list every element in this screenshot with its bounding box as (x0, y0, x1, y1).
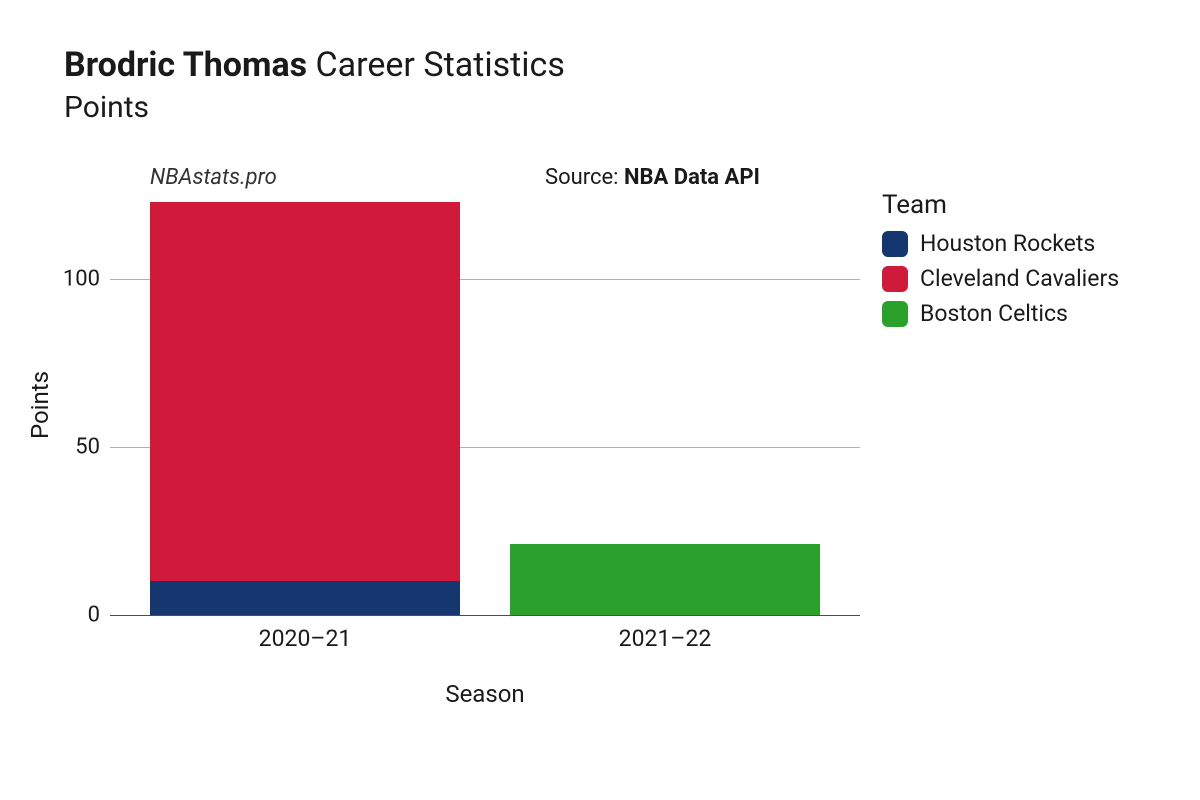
x-axis-title: Season (445, 680, 524, 708)
player-name: Brodric Thomas (64, 45, 307, 85)
bar-segment (510, 544, 820, 615)
y-tick-label: 0 (50, 603, 100, 628)
legend-swatch (882, 231, 908, 257)
baseline (110, 615, 860, 616)
legend-item: Houston Rockets (882, 230, 1119, 257)
source-prefix: Source: (545, 165, 624, 190)
plot-area: Points Season 0501002020–212021–22 (110, 195, 860, 615)
x-tick-label: 2020–21 (259, 625, 352, 652)
bar-segment (150, 581, 460, 615)
bar-segment (150, 202, 460, 582)
legend: Team Houston Rockets Cleveland Cavaliers B… (882, 190, 1119, 335)
legend-label: Boston Celtics (920, 300, 1068, 327)
y-axis-title: Points (26, 371, 54, 439)
title-line-1: Brodric Thomas Career Statistics (64, 44, 565, 87)
source-text: Source: NBA Data API (545, 165, 760, 190)
x-tick-label: 2021–22 (619, 625, 712, 652)
y-tick-label: 100 (50, 267, 100, 292)
title-suffix: Career Statistics (316, 45, 565, 85)
legend-label: Houston Rockets (920, 230, 1095, 257)
legend-item: Boston Celtics (882, 300, 1119, 327)
title-block: Brodric Thomas Career Statistics Points (64, 44, 565, 126)
source-name: NBA Data API (624, 165, 760, 190)
chart-page: Brodric Thomas Career Statistics Points … (0, 0, 1200, 800)
y-tick-label: 50 (50, 435, 100, 460)
legend-label: Cleveland Cavaliers (920, 265, 1119, 292)
credit-text: NBAstats.pro (150, 165, 277, 190)
legend-item: Cleveland Cavaliers (882, 265, 1119, 292)
legend-swatch (882, 266, 908, 292)
title-metric: Points (64, 89, 565, 127)
legend-swatch (882, 301, 908, 327)
legend-title: Team (882, 190, 1119, 220)
